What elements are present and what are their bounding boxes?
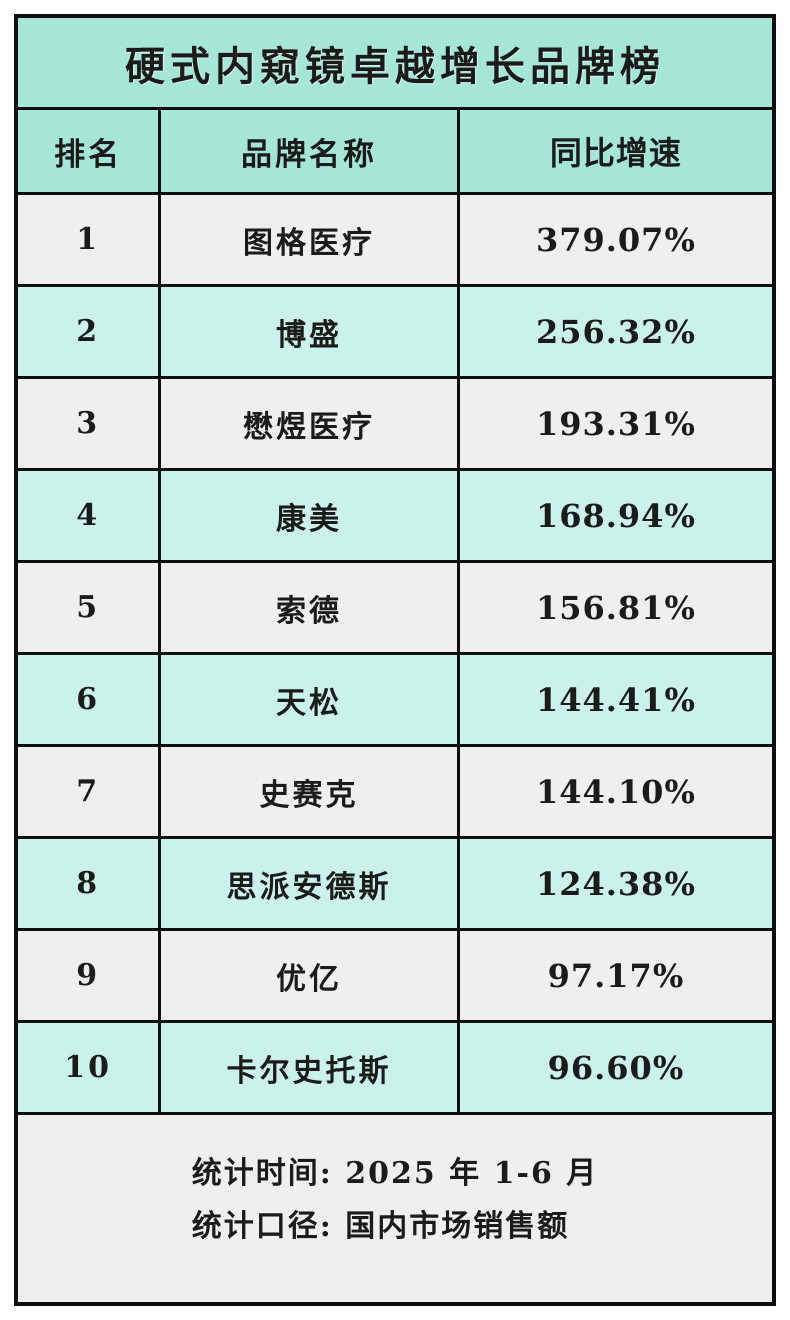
table-header-row: 排名 品牌名称 同比增速 <box>18 110 772 195</box>
growth-cell: 144.41% <box>535 680 696 719</box>
brand-cell: 懋煜医疗 <box>161 379 460 468</box>
table-row: 1 图格医疗 379.07% <box>18 195 772 287</box>
growth-cell: 256.32% <box>535 312 696 351</box>
table-row: 6 天松 144.41% <box>18 655 772 747</box>
brand-cell: 思派安德斯 <box>161 839 460 928</box>
table-row: 10 卡尔史托斯 96.60% <box>18 1023 772 1115</box>
stat-period-note: 统计时间: 2025 年 1-6 月 <box>191 1156 599 1191</box>
growth-cell: 193.31% <box>535 404 696 443</box>
rank-cell: 5 <box>18 563 162 652</box>
rank-cell: 9 <box>18 931 162 1020</box>
rank-cell: 10 <box>18 1023 162 1112</box>
brand-cell: 天松 <box>161 655 460 744</box>
brand-cell: 博盛 <box>161 287 460 376</box>
header-yoy-growth: 同比增速 <box>549 134 682 172</box>
growth-cell: 97.17% <box>547 956 685 995</box>
rank-cell: 7 <box>18 747 162 836</box>
growth-cell: 144.10% <box>535 772 696 811</box>
table-row: 9 优亿 97.17% <box>18 931 772 1023</box>
table-row: 7 史赛克 144.10% <box>18 747 772 839</box>
rank-cell: 2 <box>18 287 162 376</box>
rank-cell: 8 <box>18 839 162 928</box>
header-rank: 排名 <box>18 110 162 192</box>
growth-cell: 96.60% <box>547 1048 685 1087</box>
footer-notes: 统计时间: 2025 年 1-6 月 统计口径: 国内市场销售额 <box>192 1148 599 1253</box>
growth-cell: 124.38% <box>535 864 696 903</box>
ranking-table: 硬式内窥镜卓越增长品牌榜 排名 品牌名称 同比增速 1 图格医疗 379.07%… <box>14 14 776 1306</box>
table-row: 4 康美 168.94% <box>18 471 772 563</box>
table-row: 5 索德 156.81% <box>18 563 772 655</box>
growth-cell: 168.94% <box>535 496 696 535</box>
table-footer: 统计时间: 2025 年 1-6 月 统计口径: 国内市场销售额 <box>18 1115 772 1302</box>
table-title: 硬式内窥镜卓越增长品牌榜 <box>18 18 772 110</box>
brand-cell: 康美 <box>161 471 460 560</box>
brand-cell: 索德 <box>161 563 460 652</box>
growth-cell: 156.81% <box>535 588 696 627</box>
header-brand-name: 品牌名称 <box>161 110 460 192</box>
rank-cell: 4 <box>18 471 162 560</box>
table-row: 3 懋煜医疗 193.31% <box>18 379 772 471</box>
brand-cell: 图格医疗 <box>161 195 460 284</box>
growth-cell: 379.07% <box>535 220 696 259</box>
rank-cell: 1 <box>18 195 162 284</box>
brand-cell: 卡尔史托斯 <box>161 1023 460 1112</box>
stat-scope-note: 统计口径: 国内市场销售额 <box>191 1208 570 1244</box>
brand-cell: 优亿 <box>161 931 460 1020</box>
rank-cell: 3 <box>18 379 162 468</box>
rank-cell: 6 <box>18 655 162 744</box>
brand-cell: 史赛克 <box>161 747 460 836</box>
table-row: 2 博盛 256.32% <box>18 287 772 379</box>
table-row: 8 思派安德斯 124.38% <box>18 839 772 931</box>
